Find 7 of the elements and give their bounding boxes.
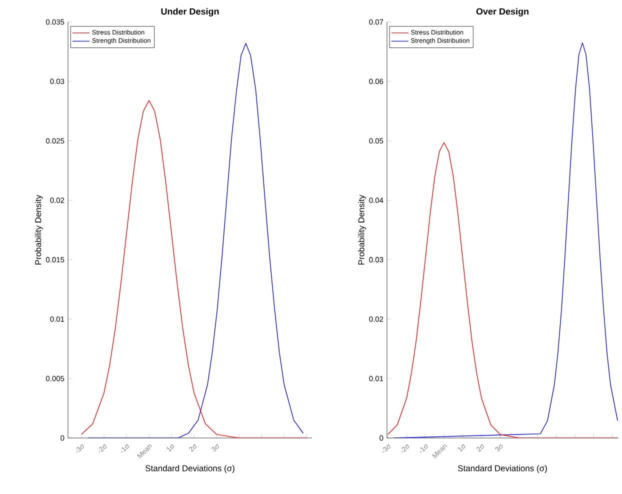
x-axis-title: Standard Deviations (σ) (458, 465, 547, 473)
chart-title: Over Design (476, 8, 528, 16)
y-axis-title: Probability Density (34, 194, 43, 264)
x-axis-title: Standard Deviations (σ) (145, 465, 234, 473)
y-axis-title: Probability Density (358, 194, 366, 264)
line-series (88, 43, 304, 438)
chart-title: Under Design (161, 8, 219, 16)
